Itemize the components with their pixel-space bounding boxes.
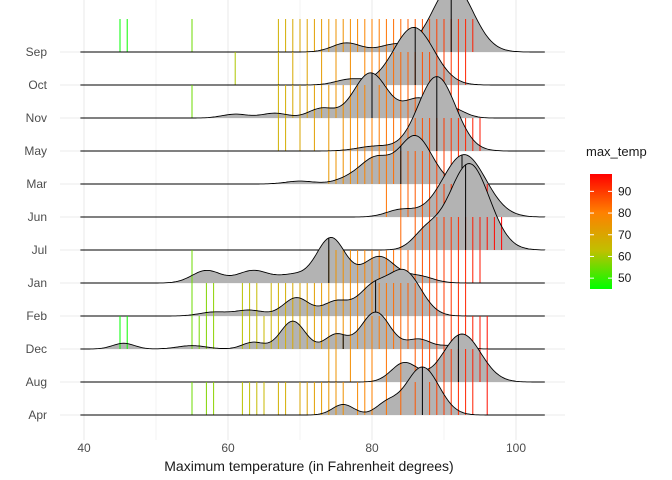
density-area [80, 135, 545, 184]
y-tick-label: Aug [26, 375, 47, 389]
density-area [80, 367, 545, 415]
ridge-jul [80, 163, 546, 251]
y-tick-label: Sep [26, 45, 48, 59]
y-tick-labels: Sep Oct Nov May Mar Jun Jul Jan Feb Dec Aug Apr [24, 45, 47, 422]
y-tick-label: May [24, 144, 47, 158]
ridge-oct [80, 26, 545, 86]
x-tick-labels: 40 60 80 100 [77, 441, 526, 455]
y-tick-label: Jul [32, 243, 47, 257]
legend-tick-label: 60 [618, 249, 632, 263]
density-line [80, 236, 545, 284]
y-tick-label: Jun [28, 210, 47, 224]
y-tick-label: Feb [26, 309, 47, 323]
density-line [80, 72, 545, 119]
legend-color-bar [590, 174, 612, 289]
legend-tick-label: 80 [618, 206, 632, 220]
y-tick-label: Apr [28, 408, 47, 422]
density-line [80, 0, 545, 53]
ridge-apr [80, 366, 545, 416]
ridge-feb [80, 268, 545, 317]
density-area [80, 72, 545, 118]
density-line [80, 76, 545, 152]
y-tick-label: Nov [26, 111, 47, 125]
density-area [80, 154, 545, 217]
density-area [80, 269, 545, 316]
density-line [80, 333, 545, 383]
density-line [80, 163, 546, 251]
density-area [80, 76, 545, 151]
density-area [80, 163, 545, 250]
y-tick-label: Jan [28, 276, 47, 290]
density-line [80, 366, 545, 416]
legend-tick-label: 90 [618, 184, 632, 198]
x-axis-title: Maximum temperature (in Fahrenheit degre… [164, 458, 453, 474]
density-line [80, 154, 546, 218]
ridge-sep [80, 0, 545, 53]
x-tick-label: 80 [365, 441, 379, 455]
x-tick-label: 60 [221, 441, 235, 455]
legend-tick-label: 50 [618, 271, 632, 285]
density-area [80, 312, 545, 349]
y-tick-label: Oct [28, 78, 47, 92]
ridge-dec [80, 311, 545, 350]
x-tick-label: 40 [77, 441, 91, 455]
legend-tick-label: 70 [618, 228, 632, 242]
legend: max_temp 50 60 70 80 90 [586, 144, 647, 289]
ridge-jan [80, 236, 545, 284]
y-tick-label: Mar [26, 177, 47, 191]
ridges [80, 0, 546, 416]
legend-title: max_temp [586, 144, 647, 159]
density-line [80, 26, 545, 86]
density-line [80, 268, 545, 317]
x-tick-label: 100 [506, 441, 526, 455]
y-tick-label: Dec [26, 342, 47, 356]
density-area [80, 0, 545, 52]
ridge-nov [80, 72, 545, 119]
